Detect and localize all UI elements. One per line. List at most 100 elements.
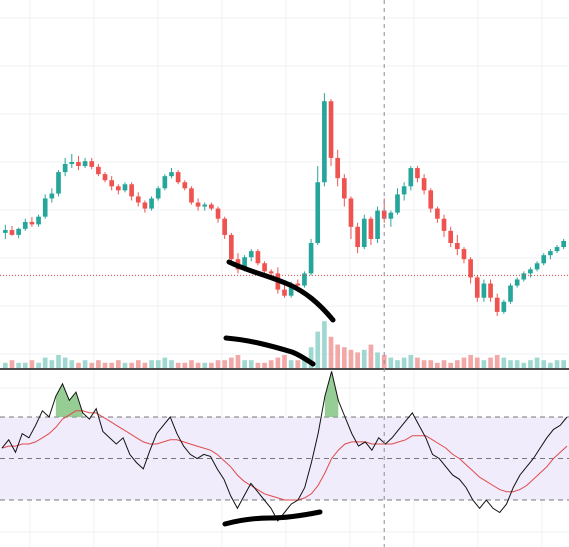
candle-body: [189, 188, 194, 203]
candle-body: [149, 198, 154, 209]
candle-body: [315, 182, 321, 244]
candle-body: [534, 263, 540, 270]
candle-body: [428, 190, 434, 209]
candle-body: [514, 279, 520, 286]
candle-body: [76, 161, 81, 167]
candle-body: [508, 285, 513, 302]
candle-body: [22, 221, 28, 229]
volume-bar: [355, 352, 360, 368]
volume-bar: [175, 362, 181, 368]
candle-body: [468, 259, 473, 278]
volume-bar: [202, 362, 208, 368]
volume-bar: [315, 331, 321, 368]
candle-body: [554, 247, 560, 252]
candle-body: [109, 180, 115, 187]
volume-bar: [448, 362, 454, 368]
volume-bar: [89, 362, 95, 368]
volume-bar: [408, 355, 414, 368]
volume-bar: [514, 360, 520, 368]
volume-bar: [488, 357, 493, 368]
volume-bar: [76, 362, 81, 368]
candle-body: [282, 289, 287, 296]
volume-bar: [521, 362, 527, 368]
candle-body: [122, 184, 128, 191]
candle-body: [102, 174, 108, 181]
volume-bar: [182, 362, 188, 368]
volume-bar: [129, 362, 134, 368]
volume-bar: [561, 360, 567, 368]
volume-bar: [109, 362, 115, 368]
candle-body: [415, 168, 420, 179]
candle-body: [441, 218, 447, 231]
volume-bar: [169, 360, 174, 368]
volume-bar: [42, 357, 48, 368]
candle-body: [461, 249, 467, 260]
candle-body: [248, 251, 254, 258]
trendline-drawings[interactable]: [222, 259, 336, 527]
candle-body: [395, 194, 400, 213]
volume-bar: [255, 362, 261, 368]
volume-bar: [228, 357, 234, 368]
volume-bar: [142, 362, 148, 368]
volume-bar: [275, 357, 281, 368]
candle-body: [328, 101, 334, 158]
candle-body: [561, 240, 567, 248]
rsi-ma-line: [1, 410, 568, 501]
candle-body: [308, 243, 314, 274]
volume-bar: [96, 360, 101, 368]
trendline-drawing: [222, 509, 323, 527]
volume-bar: [508, 360, 513, 368]
candle-body: [335, 157, 341, 179]
rsi-band: [0, 416, 569, 501]
volume-bar: [461, 357, 467, 368]
volume-bar: [248, 360, 254, 368]
candle-body: [69, 161, 75, 165]
candle-body: [521, 273, 527, 280]
candle-body: [129, 184, 134, 197]
volume-bar: [102, 362, 108, 368]
candle-body: [348, 198, 354, 227]
candle-body: [435, 208, 440, 219]
volume-bar: [49, 360, 55, 368]
volume-bar: [474, 357, 480, 368]
volume-bar: [395, 360, 400, 368]
candle-body: [9, 230, 15, 235]
candle-body: [454, 243, 460, 250]
candle-body: [135, 196, 141, 203]
volume-bar: [22, 362, 28, 368]
volume-bar: [501, 357, 507, 368]
volume-bar: [375, 352, 380, 368]
candle-body: [96, 166, 101, 175]
candle-body: [355, 226, 360, 248]
volume-bar: [56, 355, 61, 368]
candle-body: [155, 188, 161, 199]
price-candles: [2, 93, 567, 316]
volume-bar: [36, 362, 41, 368]
candle-body: [388, 212, 394, 219]
volume-bar: [348, 349, 354, 368]
volume-bar: [135, 360, 141, 368]
volume-bar: [235, 355, 241, 368]
candle-body: [501, 301, 507, 312]
volume-bar: [262, 362, 267, 368]
volume-bar: [215, 360, 221, 368]
volume-bar: [441, 360, 447, 368]
candle-body: [262, 263, 267, 272]
candle-body: [541, 255, 547, 264]
volume-bar: [16, 362, 21, 368]
volume-bar: [195, 362, 201, 368]
volume-bar: [282, 355, 287, 368]
rsi-line: [1, 371, 568, 522]
rsi-overbought-fill: [324, 371, 339, 417]
volume-bar: [435, 362, 440, 368]
volume-bar: [242, 360, 247, 368]
candle-body: [242, 257, 247, 270]
candle-body: [401, 186, 407, 195]
volume-bar: [122, 362, 128, 368]
rsi-panel: [1, 371, 568, 522]
volume-bar: [528, 360, 533, 368]
candle-body: [56, 172, 61, 194]
candle-body: [448, 230, 454, 244]
